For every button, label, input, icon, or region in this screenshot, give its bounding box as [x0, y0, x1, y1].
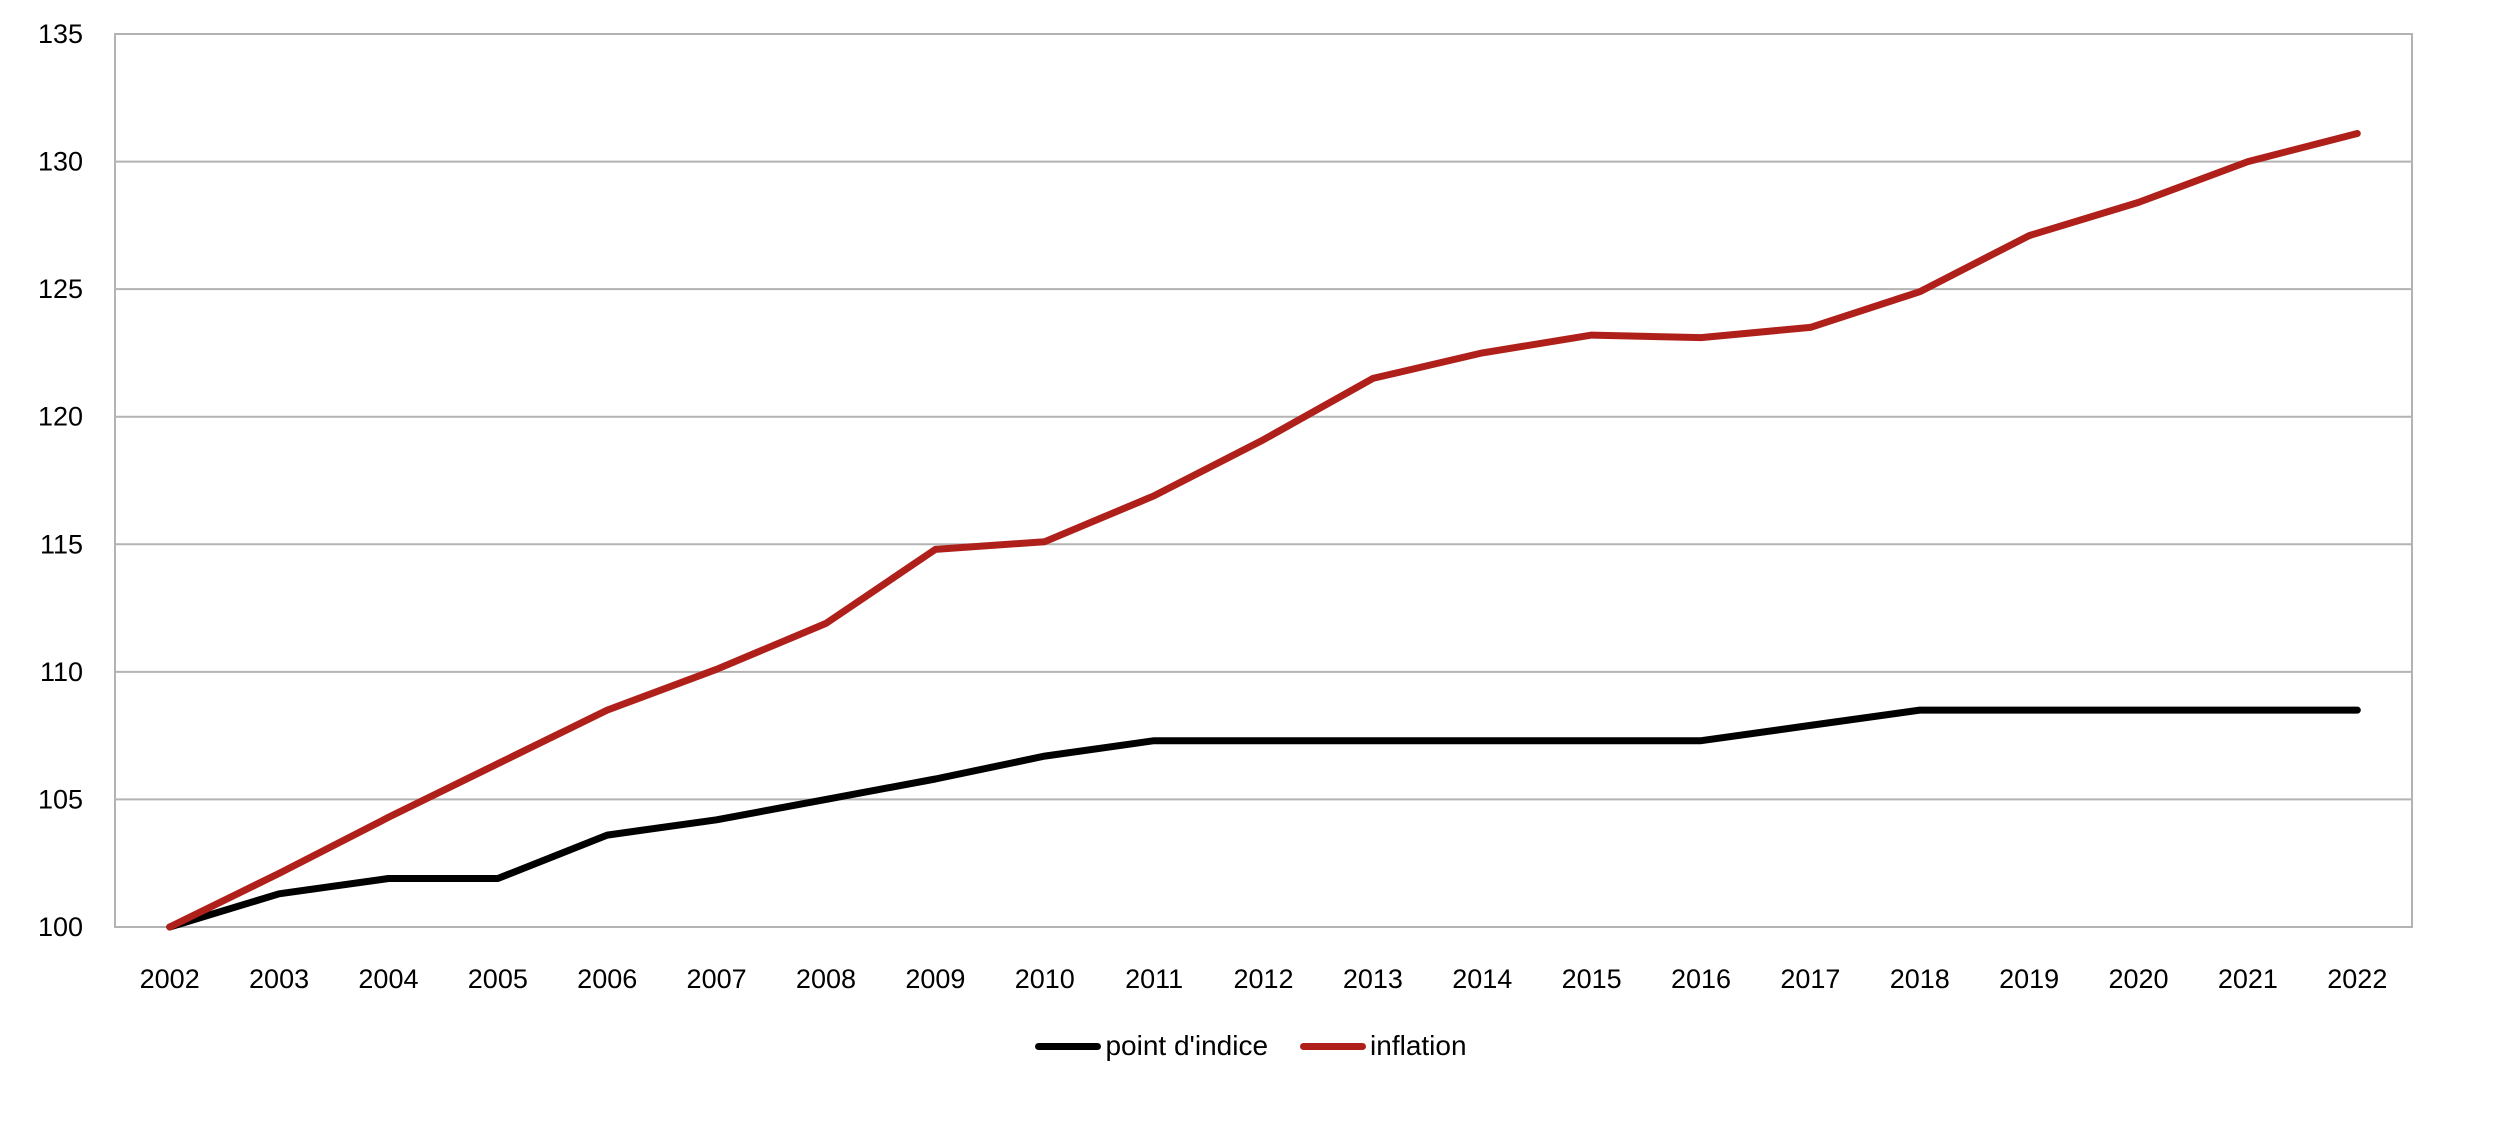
data-point: [1701, 337, 1702, 338]
data-point: [1372, 740, 1373, 741]
data-point: [1919, 710, 1920, 711]
y-tick-label: 100: [38, 912, 83, 942]
x-tick-label: 2020: [2109, 964, 2169, 994]
x-tick-label: 2012: [1233, 964, 1293, 994]
data-point: [1154, 495, 1155, 496]
x-tick-label: 2008: [796, 964, 856, 994]
x-tick-label: 2018: [1890, 964, 1950, 994]
y-tick-label: 115: [40, 529, 83, 559]
legend-item-inflation: inflation: [1300, 1032, 1467, 1060]
data-point: [2138, 710, 2139, 711]
x-tick-label: 2016: [1671, 964, 1731, 994]
legend-label-inflation: inflation: [1370, 1030, 1467, 1061]
gridlines: [115, 33, 2412, 928]
data-point: [2029, 710, 2030, 711]
data-point: [1591, 740, 1592, 741]
data-point: [1810, 725, 1811, 726]
x-tick-label: 2017: [1780, 964, 1840, 994]
data-point: [607, 710, 608, 711]
y-tick-label: 105: [38, 784, 83, 814]
legend-label-point-indice: point d'indice: [1105, 1030, 1269, 1061]
data-point: [825, 799, 826, 800]
x-tick-label: 2013: [1343, 964, 1403, 994]
y-tick-label: 120: [38, 402, 83, 432]
data-point: [716, 669, 717, 670]
data-point: [388, 817, 389, 818]
series-line-point-indice: [166, 706, 2361, 931]
x-tick-label: 2003: [249, 964, 309, 994]
data-point: [2357, 710, 2358, 711]
data-point: [497, 763, 498, 764]
data-point: [1263, 439, 1264, 440]
legend-swatch-point-indice: [1035, 1042, 1102, 1050]
data-point: [388, 878, 389, 879]
data-point: [1701, 740, 1702, 741]
data-point: [497, 878, 498, 879]
x-tick-label: 2006: [577, 964, 637, 994]
x-tick-label: 2011: [1125, 964, 1183, 994]
data-point: [2138, 202, 2139, 203]
data-point: [2357, 133, 2358, 134]
data-point: [2247, 710, 2248, 711]
data-point: [1263, 740, 1264, 741]
y-tick-label: 135: [38, 19, 83, 49]
x-tick-label: 2007: [687, 964, 747, 994]
legend-swatch-inflation: [1300, 1042, 1367, 1050]
data-point: [935, 549, 936, 550]
data-point: [935, 779, 936, 780]
x-tick-label: 2010: [1015, 964, 1075, 994]
x-tick-label: 2015: [1562, 964, 1622, 994]
x-tick-label: 2005: [468, 964, 528, 994]
y-axis-ticks: 100 105 110 115 120 125 130 135: [38, 19, 83, 942]
series-lines: [166, 130, 2361, 931]
x-tick-label: 2009: [905, 964, 965, 994]
data-point: [1044, 756, 1045, 757]
data-point: [825, 623, 826, 624]
data-point: [1810, 327, 1811, 328]
data-point: [169, 927, 170, 928]
data-point: [1482, 740, 1483, 741]
data-point: [2029, 235, 2030, 236]
data-point: [1154, 740, 1155, 741]
data-point: [1591, 335, 1592, 336]
data-point: [607, 835, 608, 836]
data-point: [1372, 378, 1373, 379]
x-tick-label: 2002: [140, 964, 200, 994]
data-point: [279, 873, 280, 874]
data-point: [1044, 541, 1045, 542]
x-tick-label: 2014: [1452, 964, 1512, 994]
y-tick-label: 130: [38, 147, 83, 177]
legend-item-point-indice: point d'indice: [1035, 1032, 1268, 1060]
y-tick-label: 110: [40, 657, 83, 687]
plot-area-border: [114, 33, 2413, 928]
x-axis-ticks: 2002 2003 2004 2005 2006 2007 2008 2009 2010 2011…: [140, 964, 2388, 994]
legend: point d'indice inflation: [0, 1024, 2502, 1068]
y-tick-label: 125: [38, 274, 83, 304]
data-point: [1482, 352, 1483, 353]
data-point: [2247, 161, 2248, 162]
data-point: [1919, 291, 1920, 292]
series-line-inflation: [166, 130, 2361, 931]
data-point: [279, 893, 280, 894]
x-tick-label: 2004: [358, 964, 418, 994]
data-point: [716, 819, 717, 820]
x-tick-label: 2021: [2218, 964, 2278, 994]
x-tick-label: 2019: [1999, 964, 2059, 994]
x-tick-label: 2022: [2327, 964, 2387, 994]
